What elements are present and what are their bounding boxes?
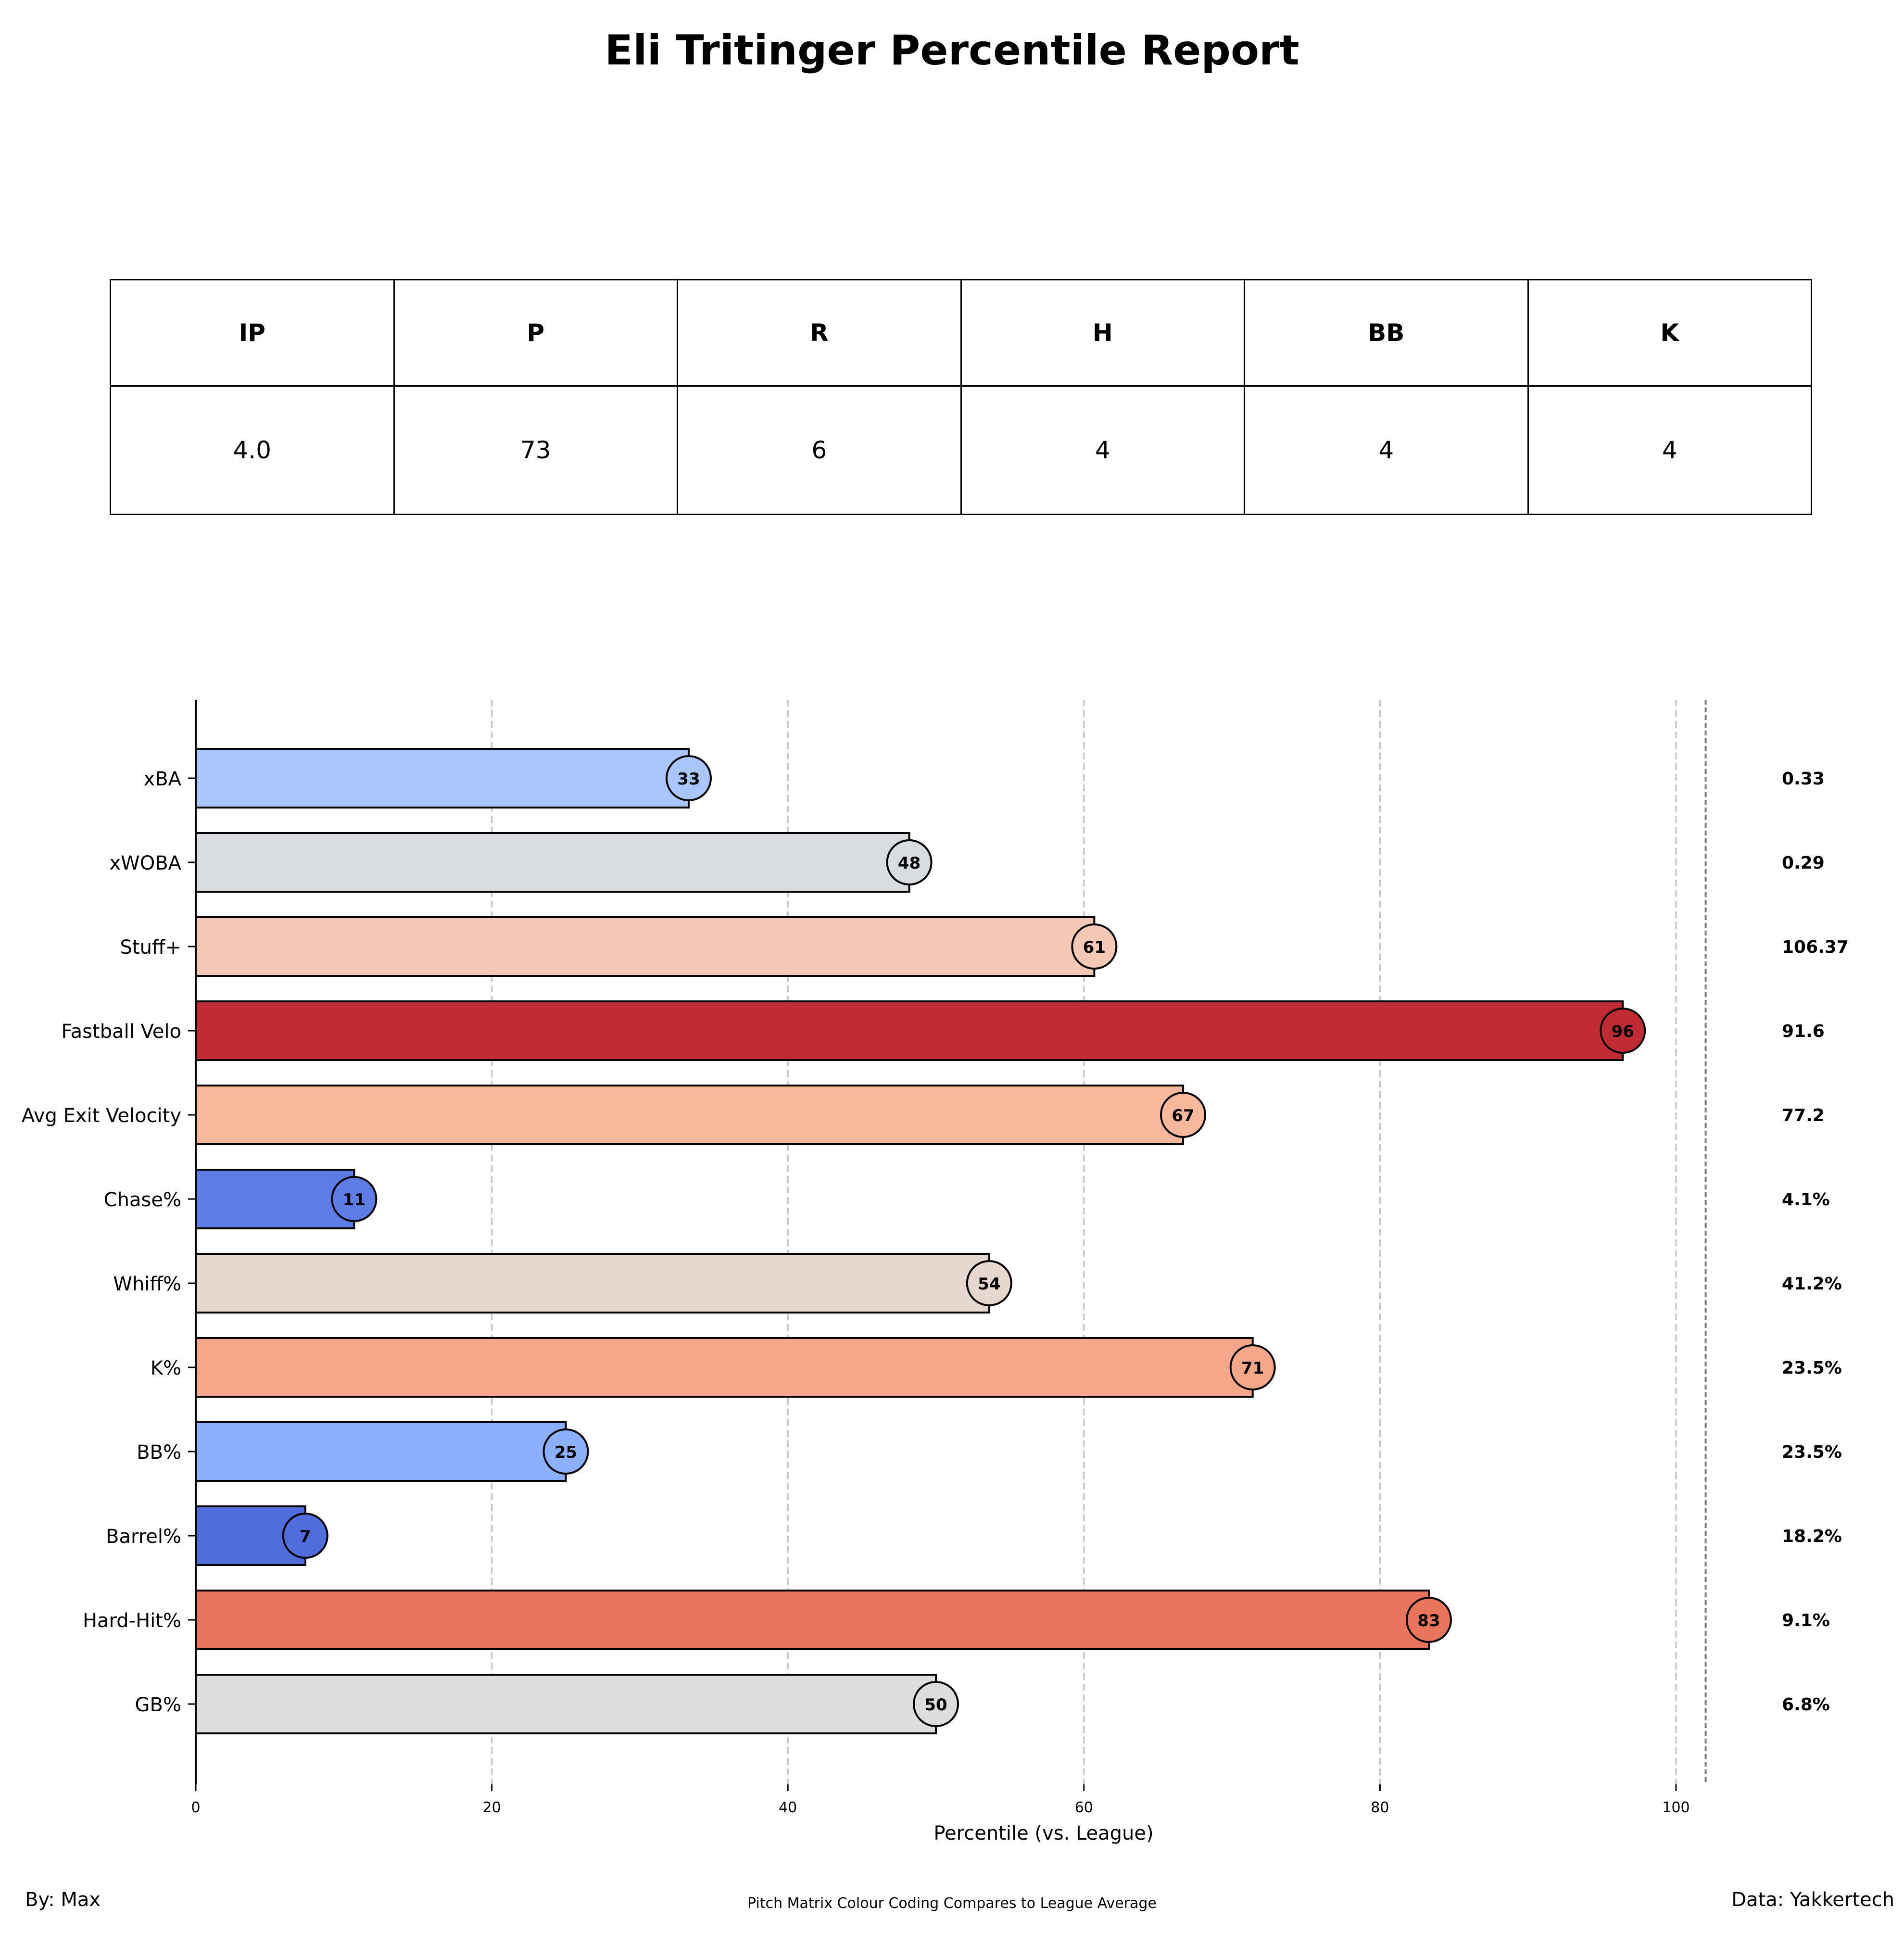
bar — [195, 1337, 1254, 1398]
stats-header-row: IP P R H BB K — [110, 279, 1812, 387]
stats-table: IP P R H BB K 4.0 73 6 4 4 4 — [110, 279, 1812, 515]
bar — [195, 1674, 937, 1734]
category-label: K% — [151, 1357, 181, 1379]
percentile-label: 11 — [343, 1190, 366, 1210]
x-axis-label: Percentile (vs. League) — [933, 1822, 1153, 1844]
stats-value-r: 6 — [677, 385, 962, 515]
stats-value-bb: 4 — [1244, 385, 1529, 515]
percentile-marker — [966, 1260, 1012, 1306]
bar — [195, 832, 910, 893]
stats-header-r: R — [677, 279, 962, 387]
category-label: Avg Exit Velocity — [22, 1105, 181, 1127]
category-label: Hard-Hit% — [83, 1610, 181, 1632]
stats-header-ip: IP — [110, 279, 395, 387]
footer-note: Pitch Matrix Colour Coding Compares to L… — [747, 1895, 1157, 1912]
x-tick-label: 80 — [1371, 1799, 1389, 1816]
stat-value: 18.2% — [1782, 1527, 1842, 1546]
percentile-marker — [1405, 1597, 1452, 1643]
category-label: Stuff+ — [120, 936, 182, 959]
bar — [195, 1590, 1430, 1650]
percentile-label: 25 — [555, 1443, 577, 1462]
stat-value: 91.6 — [1782, 1022, 1825, 1041]
stat-value: 41.2% — [1782, 1274, 1842, 1294]
category-label: Chase% — [104, 1189, 181, 1211]
percentile-label: 83 — [1417, 1611, 1440, 1630]
percentile-marker — [1160, 1092, 1207, 1138]
percentile-label: 50 — [924, 1695, 947, 1715]
bar — [195, 1421, 567, 1482]
percentile-label: 48 — [898, 854, 920, 873]
category-label: Whiff% — [113, 1273, 181, 1295]
stat-value: 23.5% — [1782, 1442, 1842, 1462]
stat-value: 23.5% — [1782, 1358, 1842, 1378]
stat-value: 77.2 — [1782, 1106, 1825, 1125]
bar — [195, 1169, 355, 1229]
bar — [195, 1000, 1624, 1061]
x-tick-label: 40 — [779, 1799, 797, 1816]
category-label: BB% — [137, 1441, 181, 1464]
stats-header-h: H — [960, 279, 1245, 387]
percentile-marker — [542, 1428, 589, 1475]
stat-value: 4.1% — [1782, 1190, 1830, 1210]
x-tick-label: 20 — [483, 1799, 501, 1816]
stats-header-bb: BB — [1244, 279, 1529, 387]
bar — [195, 1085, 1185, 1145]
percentile-marker — [1600, 1008, 1646, 1054]
x-tick-label: 0 — [191, 1799, 200, 1816]
stats-value-h: 4 — [960, 385, 1245, 515]
percentile-label: 7 — [300, 1527, 311, 1546]
percentile-marker — [331, 1176, 378, 1222]
footer-author: By: Max — [25, 1889, 101, 1911]
stat-value: 0.33 — [1782, 769, 1825, 789]
stat-value: 0.29 — [1782, 853, 1825, 873]
x-tick-label: 100 — [1662, 1799, 1690, 1816]
stats-value-row: 4.0 73 6 4 4 4 — [110, 385, 1812, 515]
bar — [195, 916, 1096, 977]
category-label: Fastball Velo — [61, 1021, 181, 1043]
stats-value-ip: 4.0 — [110, 385, 395, 515]
x-tick-label: 60 — [1075, 1799, 1093, 1816]
category-label: xWOBA — [109, 852, 181, 874]
stats-header-p: P — [393, 279, 678, 387]
stats-value-p: 73 — [393, 385, 678, 515]
percentile-marker — [282, 1513, 328, 1559]
stat-value: 6.8% — [1782, 1695, 1830, 1715]
percentile-label: 67 — [1172, 1106, 1194, 1125]
percentile-bar-chart: xBA 33 0.33 xWOBA 48 0.29 Stuff+ 61 106.37 Fastba… — [22, 700, 1849, 1844]
percentile-label: 71 — [1241, 1359, 1264, 1378]
stat-value: 106.37 — [1782, 937, 1849, 957]
category-label: Barrel% — [106, 1526, 181, 1548]
bar — [195, 1253, 990, 1314]
stats-header-k: K — [1527, 279, 1812, 387]
stat-value: 9.1% — [1782, 1611, 1830, 1630]
chart-title: Eli Tritinger Percentile Report — [605, 26, 1299, 75]
footer-source: Data: Yakkertech — [1731, 1889, 1894, 1911]
percentile-marker — [913, 1681, 959, 1727]
percentile-marker — [1071, 923, 1118, 970]
stats-value-k: 4 — [1527, 385, 1812, 515]
percentile-label: 61 — [1083, 938, 1106, 957]
percentile-marker — [665, 755, 712, 801]
percentile-label: 96 — [1612, 1022, 1634, 1041]
category-label: GB% — [135, 1694, 181, 1716]
percentile-label: 33 — [677, 770, 700, 789]
percentile-marker — [1229, 1344, 1276, 1390]
percentile-marker — [886, 839, 933, 885]
category-label: xBA — [144, 768, 182, 790]
percentile-label: 54 — [978, 1275, 1000, 1294]
bar — [195, 748, 690, 808]
